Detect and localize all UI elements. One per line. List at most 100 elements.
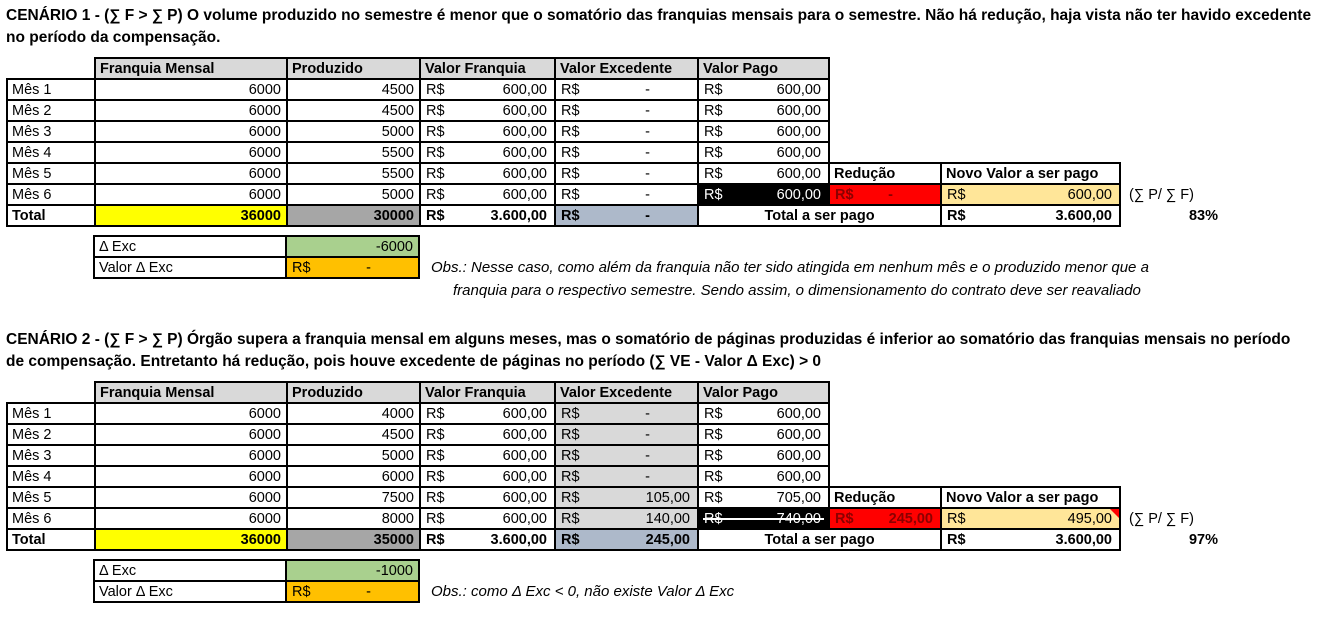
sum-ratio-annotation: (∑ P/ ∑ F) (1129, 510, 1194, 527)
valor-delta-exc-row: Valor Δ Exc R$ - Obs.: como Δ Exc < 0, nã… (6, 580, 1314, 603)
valor-franquia-cell: R$ 600,00 (419, 486, 556, 509)
total-novo-valor-cell: R$ 3.600,00 (940, 528, 1121, 551)
total-label-cell: Total (6, 528, 96, 551)
valor-franquia-cell: R$ 600,00 (419, 402, 556, 425)
currency-symbol: R$ (704, 447, 723, 464)
franquia-cell: 6000 (94, 486, 288, 509)
col-header-valor-franquia: Valor Franquia (419, 381, 556, 404)
currency-symbol: R$ (426, 531, 445, 548)
currency-symbol: R$ (561, 531, 580, 548)
valor-excedente-cell: R$ - (554, 423, 699, 446)
valor-pago-black-cell: R$ 740,00 (697, 507, 830, 530)
row-label-cell: Mês 6 (6, 507, 96, 530)
amount: - (645, 186, 650, 203)
col-header-valor-pago: Valor Pago (697, 57, 830, 80)
reducao-value-cell: R$ 245,00 (828, 507, 942, 530)
amount: 3.600,00 (490, 531, 547, 548)
valor-excedente-cell: R$ - (554, 141, 699, 164)
obs-text: Obs.: como Δ Exc < 0, não existe Valor Δ… (431, 583, 735, 600)
amount: - (645, 426, 650, 443)
row-label-cell: Mês 1 (6, 402, 96, 425)
franquia-cell: 6000 (94, 120, 288, 143)
currency-symbol: R$ (426, 447, 445, 464)
currency-symbol: R$ (704, 510, 723, 527)
currency-symbol: R$ (704, 102, 723, 119)
amount: 600,00 (776, 165, 821, 182)
valor-excedente-cell: R$ - (554, 162, 699, 185)
amount: 600,00 (1067, 186, 1112, 203)
currency-symbol: R$ (292, 583, 311, 600)
currency-symbol: R$ (704, 489, 723, 506)
col-header-produzido: Produzido (286, 57, 421, 80)
reducao-value-cell: R$ - (828, 183, 942, 206)
valor-delta-exc-row: Valor Δ Exc R$ - Obs.: Nesse caso, como a… (6, 256, 1314, 279)
valor-pago-cell: R$ 600,00 (697, 120, 830, 143)
currency-symbol: R$ (561, 102, 580, 119)
valor-pago-cell: R$ 600,00 (697, 402, 830, 425)
currency-symbol: R$ (426, 468, 445, 485)
valor-pago-black-cell: R$ 600,00 (697, 183, 830, 206)
col-header-produzido: Produzido (286, 381, 421, 404)
scenario-2-table: Franquia Mensal Produzido Valor Franquia… (6, 381, 1221, 551)
amount: 600,00 (502, 186, 547, 203)
currency-symbol: R$ (561, 81, 580, 98)
franquia-cell: 6000 (94, 162, 288, 185)
amount: 140,00 (645, 510, 690, 527)
franquia-cell: 6000 (94, 99, 288, 122)
table-row: Mês 6 6000 8000 R$ 600,00 R$ 140,00 R$ 740,… (6, 507, 1220, 530)
currency-symbol: R$ (835, 186, 854, 203)
total-franquia-cell: 36000 (94, 528, 288, 551)
valor-franquia-cell: R$ 600,00 (419, 507, 556, 530)
total-produzido-cell: 35000 (286, 528, 421, 551)
col-header-valor-excedente: Valor Excedente (554, 381, 699, 404)
franquia-cell: 6000 (94, 423, 288, 446)
col-header-valor-pago: Valor Pago (697, 381, 830, 404)
amount: 600,00 (776, 144, 821, 161)
currency-symbol: R$ (426, 426, 445, 443)
table-row: Mês 4 6000 5500 R$ 600,00 R$ - R$ 600,00 (6, 141, 1220, 164)
produzido-cell: 7500 (286, 486, 421, 509)
row-label-cell: Mês 1 (6, 78, 96, 101)
valor-excedente-cell: R$ 105,00 (554, 486, 699, 509)
valor-pago-cell: R$ 600,00 (697, 99, 830, 122)
currency-symbol: R$ (947, 207, 966, 224)
valor-pago-cell: R$ 600,00 (697, 444, 830, 467)
valor-excedente-cell: R$ - (554, 183, 699, 206)
table-row: Mês 2 6000 4500 R$ 600,00 R$ - R$ 600,00 (6, 99, 1220, 122)
valor-excedente-cell: R$ - (554, 120, 699, 143)
amount: 600,00 (502, 405, 547, 422)
delta-exc-row: Δ Exc -1000 (6, 559, 1314, 582)
currency-symbol: R$ (561, 144, 580, 161)
currency-symbol: R$ (426, 81, 445, 98)
franquia-cell: 6000 (94, 507, 288, 530)
amount: - (645, 165, 650, 182)
spreadsheet-page: CENÁRIO 1 - (∑ F > ∑ P) O volume produzi… (6, 7, 1314, 603)
table-row: Mês 3 6000 5000 R$ 600,00 R$ - R$ 600,00 (6, 120, 1220, 143)
reducao-header-cell: Redução (828, 486, 942, 509)
delta-exc-row: Δ Exc -6000 (6, 235, 1314, 258)
amount: 495,00 (1067, 510, 1112, 527)
currency-symbol: R$ (704, 123, 723, 140)
row-label-cell: Mês 4 (6, 141, 96, 164)
currency-symbol: R$ (704, 165, 723, 182)
total-a-ser-pago-cell: Total a ser pago (697, 528, 942, 551)
table-row: Mês 6 6000 5000 R$ 600,00 R$ - R$ 600,00 R$… (6, 183, 1220, 206)
col-header-franquia-mensal: Franquia Mensal (94, 381, 288, 404)
franquia-cell: 6000 (94, 444, 288, 467)
valor-franquia-cell: R$ 600,00 (419, 183, 556, 206)
produzido-cell: 5500 (286, 141, 421, 164)
col-header-valor-franquia: Valor Franquia (419, 57, 556, 80)
novo-valor-header-cell: Novo Valor a ser pago (940, 486, 1121, 509)
currency-symbol: R$ (561, 207, 580, 224)
currency-symbol: R$ (704, 186, 723, 203)
currency-symbol: R$ (292, 259, 311, 276)
currency-symbol: R$ (561, 426, 580, 443)
amount: 600,00 (776, 426, 821, 443)
amount: 600,00 (502, 447, 547, 464)
amount: 600,00 (502, 468, 547, 485)
valor-pago-cell: R$ 705,00 (697, 486, 830, 509)
percent-label: 83% (1188, 207, 1218, 224)
amount: 245,00 (888, 510, 933, 527)
amount: - (888, 186, 893, 203)
scenario-1-title: CENÁRIO 1 - (∑ F > ∑ P) O volume produzi… (6, 7, 1312, 46)
